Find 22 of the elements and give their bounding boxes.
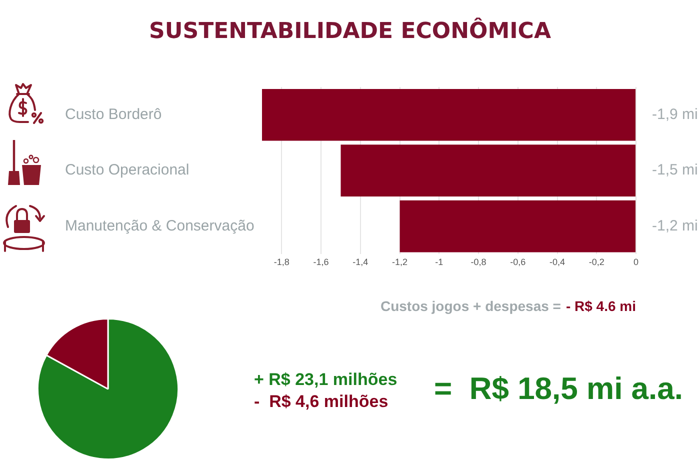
data-label: -1,5 mi [652, 162, 698, 179]
x-tick-label: -0,6 [510, 257, 526, 268]
x-tick-label: 0 [633, 257, 639, 268]
x-tick-label: -1,8 [274, 257, 290, 268]
text: = R$ 18,5 mi a.a. [434, 371, 684, 407]
y-tick-label: Manutenção & Conservação [65, 217, 254, 234]
text: - R$ 4,6 milhões [254, 392, 388, 412]
x-tick-label: -1,4 [352, 257, 368, 268]
x-tick-label: -0,4 [550, 257, 566, 268]
text: - R$ 4.6 mi [566, 297, 636, 316]
x-tick-label: -1,6 [313, 257, 329, 268]
y-tick-label: Custo Borderô [65, 106, 162, 124]
x-tick-label: -0,2 [588, 257, 604, 268]
x-tick-label: -0,8 [470, 257, 486, 268]
data-label: -1,2 mi [652, 217, 698, 234]
data-label: -1,9 mi [652, 106, 698, 124]
x-tick-label: -1,2 [392, 257, 408, 268]
y-tick-label: Custo Operacional [65, 162, 190, 179]
text: + R$ 23,1 milhões [254, 370, 398, 390]
chart-title: SUSTENTABILIDADE ECONÔMICA [148, 18, 552, 46]
text: Custos jogos + despesas = [380, 297, 561, 316]
x-tick-label: -1 [435, 257, 444, 268]
